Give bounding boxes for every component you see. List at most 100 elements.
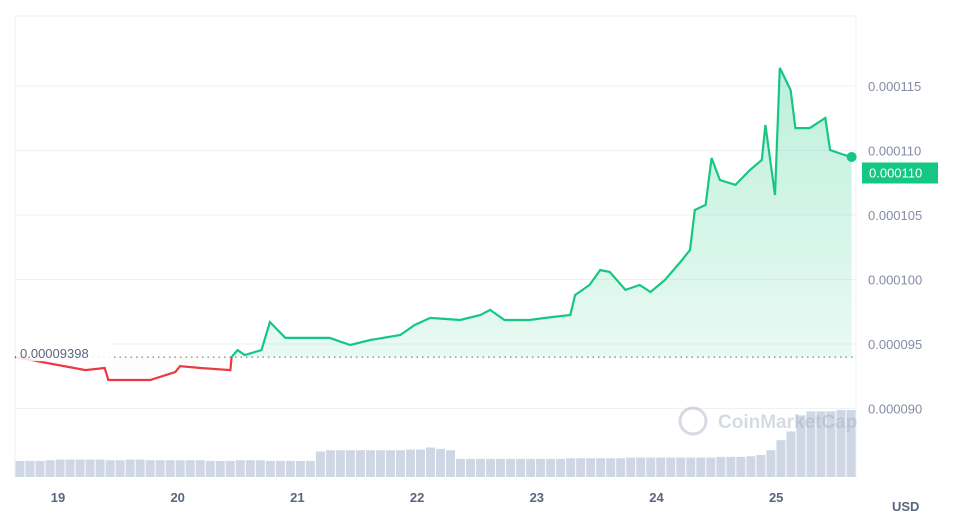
watermark-text: CoinMarketCap: [718, 412, 857, 433]
volume-bar: [235, 460, 245, 477]
volume-bar: [446, 450, 456, 477]
volume-bar: [275, 460, 285, 477]
volume-bar: [125, 459, 135, 477]
currency-label: USD: [892, 499, 919, 514]
volume-bar: [375, 450, 385, 477]
y-tick-label: 0.000110: [868, 144, 921, 159]
volume-bar: [155, 460, 165, 477]
y-tick-label: 0.000090: [868, 402, 922, 417]
price-area-down: [14, 357, 852, 380]
volume-bar: [616, 458, 626, 477]
current-price-badge: [862, 162, 938, 184]
x-tick-label: 22: [410, 490, 424, 505]
volume-bar: [325, 450, 335, 477]
volume-bar: [365, 450, 375, 477]
volume-bar: [145, 460, 155, 477]
volume-bar: [295, 460, 305, 477]
volume-bar: [205, 460, 215, 477]
volume-bar: [355, 450, 365, 477]
volume-bar: [35, 460, 45, 477]
volume-bar: [626, 457, 636, 477]
volume-bar: [95, 459, 105, 477]
volume-bar: [846, 410, 856, 477]
volume-bar: [285, 460, 295, 477]
volume-bar: [215, 460, 225, 477]
volume-bar: [425, 447, 435, 477]
volume-bar: [596, 458, 606, 477]
volume-bar: [536, 458, 546, 477]
volume-bar: [646, 457, 656, 477]
volume-bar: [345, 450, 355, 477]
volume-bar: [636, 457, 646, 477]
volume-bars: [15, 410, 856, 477]
x-tick-label: 24: [649, 490, 664, 505]
volume-bar: [185, 460, 195, 477]
volume-bar: [796, 415, 806, 477]
volume-bar: [496, 458, 506, 477]
volume-bar: [806, 411, 816, 477]
volume-bar: [305, 460, 315, 477]
volume-bar: [546, 458, 556, 477]
volume-bar: [255, 460, 265, 477]
volume-bar: [736, 456, 746, 477]
volume-bar: [586, 458, 596, 477]
reference-price-label: 0.00009398: [20, 346, 89, 361]
volume-bar: [836, 410, 846, 477]
volume-bar: [476, 458, 486, 477]
price-area-up: [14, 67, 852, 358]
volume-bar: [75, 459, 85, 477]
volume-bar: [566, 458, 576, 477]
watermark: CoinMarketCap: [678, 406, 857, 436]
volume-bar: [395, 450, 405, 477]
volume-bar: [315, 451, 325, 477]
y-tick-label: 0.000115: [868, 79, 921, 94]
x-tick-label: 25: [769, 490, 783, 505]
volume-bar: [706, 457, 716, 477]
volume-bar: [265, 460, 275, 477]
volume-bar: [385, 450, 395, 477]
volume-bar: [666, 457, 676, 477]
volume-bar: [786, 431, 796, 477]
volume-bar: [415, 449, 425, 477]
coinmarketcap-logo-icon: [678, 406, 708, 436]
volume-bar: [486, 458, 496, 477]
y-tick-label: 0.000100: [868, 273, 922, 288]
current-price-label: 0.000110: [869, 166, 922, 181]
volume-bar: [696, 457, 706, 477]
volume-bar: [115, 460, 125, 477]
volume-bar: [516, 458, 526, 477]
volume-bar: [746, 456, 756, 477]
volume-bar: [245, 460, 255, 477]
volume-bar: [335, 450, 345, 477]
x-tick-label: 23: [530, 490, 544, 505]
volume-bar: [436, 448, 446, 477]
volume-bar: [826, 411, 836, 477]
volume-bar: [526, 458, 536, 477]
volume-bar: [756, 454, 766, 477]
current-price-dot: [846, 151, 857, 162]
volume-bar: [225, 460, 235, 477]
volume-bar: [55, 459, 65, 477]
volume-bar: [466, 458, 476, 477]
y-tick-label: 0.000095: [868, 337, 922, 352]
volume-bar: [135, 459, 145, 477]
volume-bar: [105, 460, 115, 477]
volume-bar: [85, 459, 95, 477]
x-tick-label: 19: [51, 490, 65, 505]
volume-bar: [676, 457, 686, 477]
volume-bar: [15, 460, 25, 477]
price-line-up: [14, 67, 852, 358]
volume-bar: [716, 456, 726, 477]
volume-bar: [656, 457, 666, 477]
y-tick-label: 0.000105: [868, 208, 922, 223]
volume-bar: [45, 460, 55, 477]
volume-bar: [195, 460, 205, 477]
volume-bar: [816, 411, 826, 477]
volume-bar: [506, 458, 516, 477]
volume-bar: [606, 458, 616, 477]
volume-bar: [576, 458, 586, 477]
volume-bar: [405, 449, 415, 477]
volume-bar: [25, 460, 35, 477]
grid-lines: [15, 85, 856, 409]
